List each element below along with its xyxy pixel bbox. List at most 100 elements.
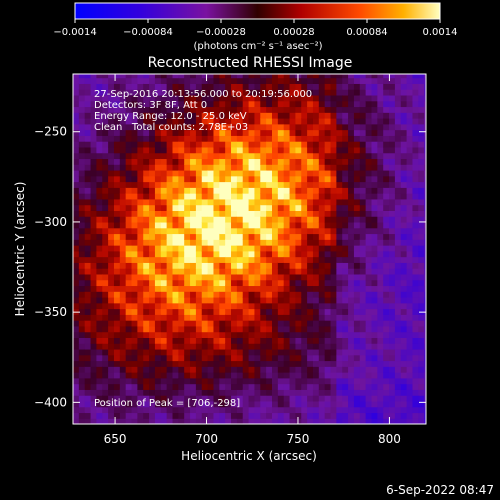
heatmap-cell <box>125 314 133 321</box>
heatmap-cell <box>90 187 98 194</box>
heatmap-cell <box>102 302 109 310</box>
heatmap-cell <box>359 175 367 183</box>
heatmap-cell <box>371 89 378 96</box>
heatmap-cell <box>236 245 244 252</box>
heatmap-cell <box>424 268 426 275</box>
heatmap-cell <box>137 100 144 108</box>
heatmap-cell <box>348 89 355 96</box>
heatmap-cell <box>195 354 203 362</box>
heatmap-cell <box>283 141 291 148</box>
heatmap-cell <box>149 337 156 344</box>
heatmap-cell <box>108 285 115 292</box>
heatmap-cell <box>353 94 361 102</box>
heatmap-cell <box>260 204 267 211</box>
heatmap-cell <box>213 308 220 315</box>
heatmap-cell <box>149 400 156 408</box>
heatmap-cell <box>184 348 191 356</box>
heatmap-cell <box>266 175 273 183</box>
heatmap-cell <box>254 325 261 333</box>
heatmap-cell <box>166 395 174 402</box>
heatmap-cell <box>231 366 238 373</box>
heatmap-cell <box>178 193 185 200</box>
heatmap-cell <box>330 83 337 90</box>
heatmap-cell <box>213 256 220 263</box>
heatmap-cell <box>78 141 86 148</box>
heatmap-cell <box>371 245 378 252</box>
heatmap-cell <box>201 152 209 160</box>
heatmap-cell <box>131 262 138 269</box>
heatmap-cell <box>272 141 279 148</box>
heatmap-cell <box>424 360 426 367</box>
heatmap-cell <box>283 354 291 362</box>
heatmap-cell <box>160 406 168 414</box>
heatmap-cell <box>213 193 220 200</box>
heatmap-cell <box>330 233 337 240</box>
heatmap-cell <box>342 308 349 315</box>
heatmap-cell <box>184 343 191 350</box>
heatmap-cell <box>400 400 408 408</box>
heatmap-cell <box>348 141 355 148</box>
heatmap-cell <box>207 406 215 414</box>
heatmap-cell <box>365 141 373 148</box>
heatmap-cell <box>113 268 121 275</box>
heatmap-cell <box>172 412 179 419</box>
heatmap-cell <box>330 123 337 131</box>
heatmap-cell <box>424 389 426 396</box>
heatmap-cell <box>272 383 279 390</box>
heatmap-cell <box>236 210 244 217</box>
heatmap-cell <box>318 169 326 177</box>
heatmap-cell <box>412 256 419 263</box>
heatmap-cell <box>154 412 162 419</box>
heatmap-cell <box>160 291 168 298</box>
heatmap-cell <box>73 198 80 206</box>
heatmap-cell <box>295 337 302 344</box>
heatmap-cell <box>78 193 86 200</box>
heatmap-cell <box>125 164 133 171</box>
heatmap-cell <box>90 89 98 96</box>
heatmap-cell <box>277 412 285 419</box>
heatmap-cell <box>371 77 378 84</box>
heatmap-cell <box>149 360 156 367</box>
heatmap-cell <box>242 279 250 287</box>
heatmap-cell <box>190 141 197 148</box>
heatmap-cell <box>207 377 215 385</box>
heatmap-cell <box>406 221 414 229</box>
heatmap-cell <box>178 89 185 96</box>
heatmap-cell <box>143 331 150 338</box>
heatmap-cell <box>418 193 425 200</box>
heatmap-cell <box>289 372 297 379</box>
heatmap-cell <box>125 366 133 373</box>
heatmap-cell <box>96 164 103 171</box>
heatmap-cell <box>272 337 279 344</box>
heatmap-cell <box>365 325 373 333</box>
heatmap-cell <box>324 395 332 402</box>
heatmap-cell <box>73 285 80 292</box>
heatmap-cell <box>178 314 185 321</box>
heatmap-cell <box>330 348 337 356</box>
heatmap-cell <box>154 152 162 160</box>
heatmap-cell <box>219 285 226 292</box>
heatmap-cell <box>312 279 320 287</box>
heatmap-cell <box>383 372 390 379</box>
heatmap-cell <box>190 83 197 90</box>
heatmap-cell <box>424 158 426 165</box>
heatmap-cell <box>190 210 197 217</box>
heatmap-cell <box>149 239 156 246</box>
heatmap-cell <box>154 118 162 125</box>
heatmap-cell <box>190 198 197 206</box>
heatmap-cell <box>236 291 244 298</box>
y-tick-label: −250 <box>34 125 67 139</box>
heatmap-cell <box>412 285 419 292</box>
heatmap-cell <box>254 360 261 367</box>
heatmap-cell <box>166 418 174 424</box>
heatmap-cell <box>154 337 162 344</box>
heatmap-cell <box>143 250 150 258</box>
heatmap-cell <box>289 181 297 188</box>
heatmap-cell <box>225 418 232 424</box>
heatmap-cell <box>96 187 103 194</box>
heatmap-cell <box>371 152 378 160</box>
heatmap-cell <box>108 325 115 333</box>
heatmap-cell <box>277 187 285 194</box>
heatmap-cell <box>377 366 384 373</box>
heatmap-cell <box>149 348 156 356</box>
